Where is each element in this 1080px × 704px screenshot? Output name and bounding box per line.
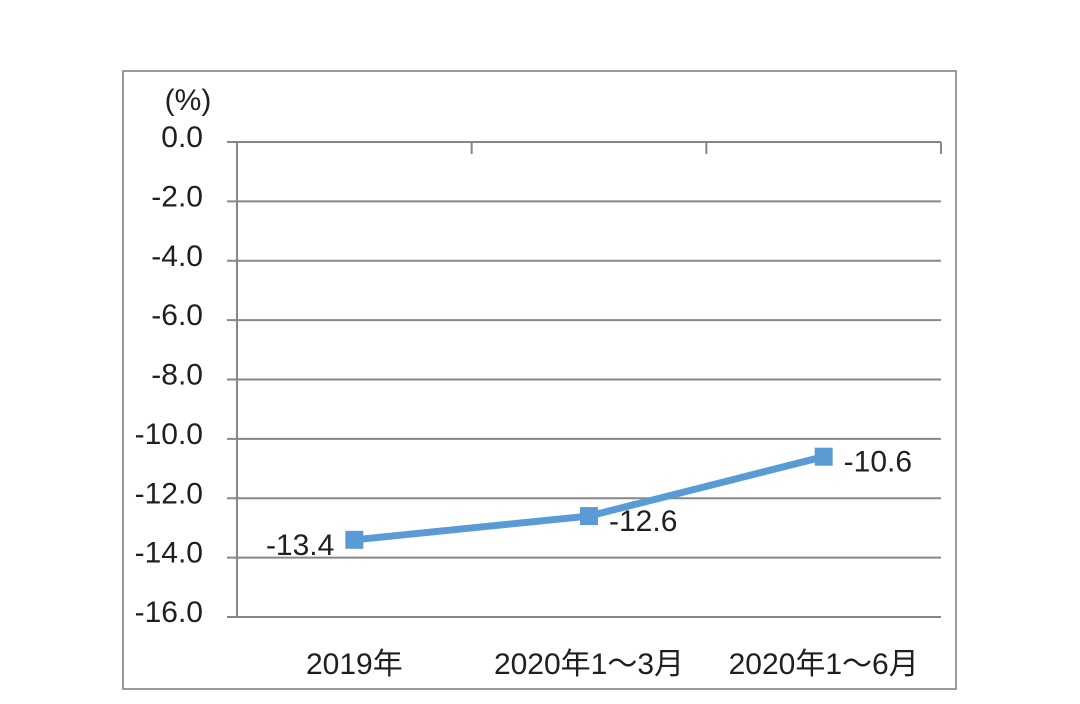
- y-tick-label: -16.0: [135, 596, 203, 629]
- data-point-marker: [345, 530, 364, 549]
- data-point-marker: [814, 447, 833, 466]
- y-tick-label: -12.0: [135, 477, 203, 510]
- x-axis-label: 2020年1～3月: [494, 648, 684, 681]
- x-axis-label: 2020年1～6月: [729, 648, 919, 681]
- y-tick-label: 0.0: [161, 121, 203, 154]
- y-tick-label: -6.0: [151, 299, 203, 332]
- data-label: -12.6: [609, 505, 677, 538]
- data-label: -13.4: [266, 529, 334, 562]
- y-tick-label: -2.0: [151, 180, 203, 213]
- y-tick-label: -14.0: [135, 537, 203, 570]
- data-point-marker: [580, 507, 598, 526]
- y-axis-unit-label: (%): [164, 84, 212, 117]
- y-tick-label: -10.0: [135, 418, 203, 451]
- x-axis-label: 2019年: [306, 648, 403, 681]
- data-label: -10.6: [844, 446, 912, 479]
- y-tick-label: -4.0: [151, 240, 203, 273]
- y-tick-label: -8.0: [151, 359, 203, 392]
